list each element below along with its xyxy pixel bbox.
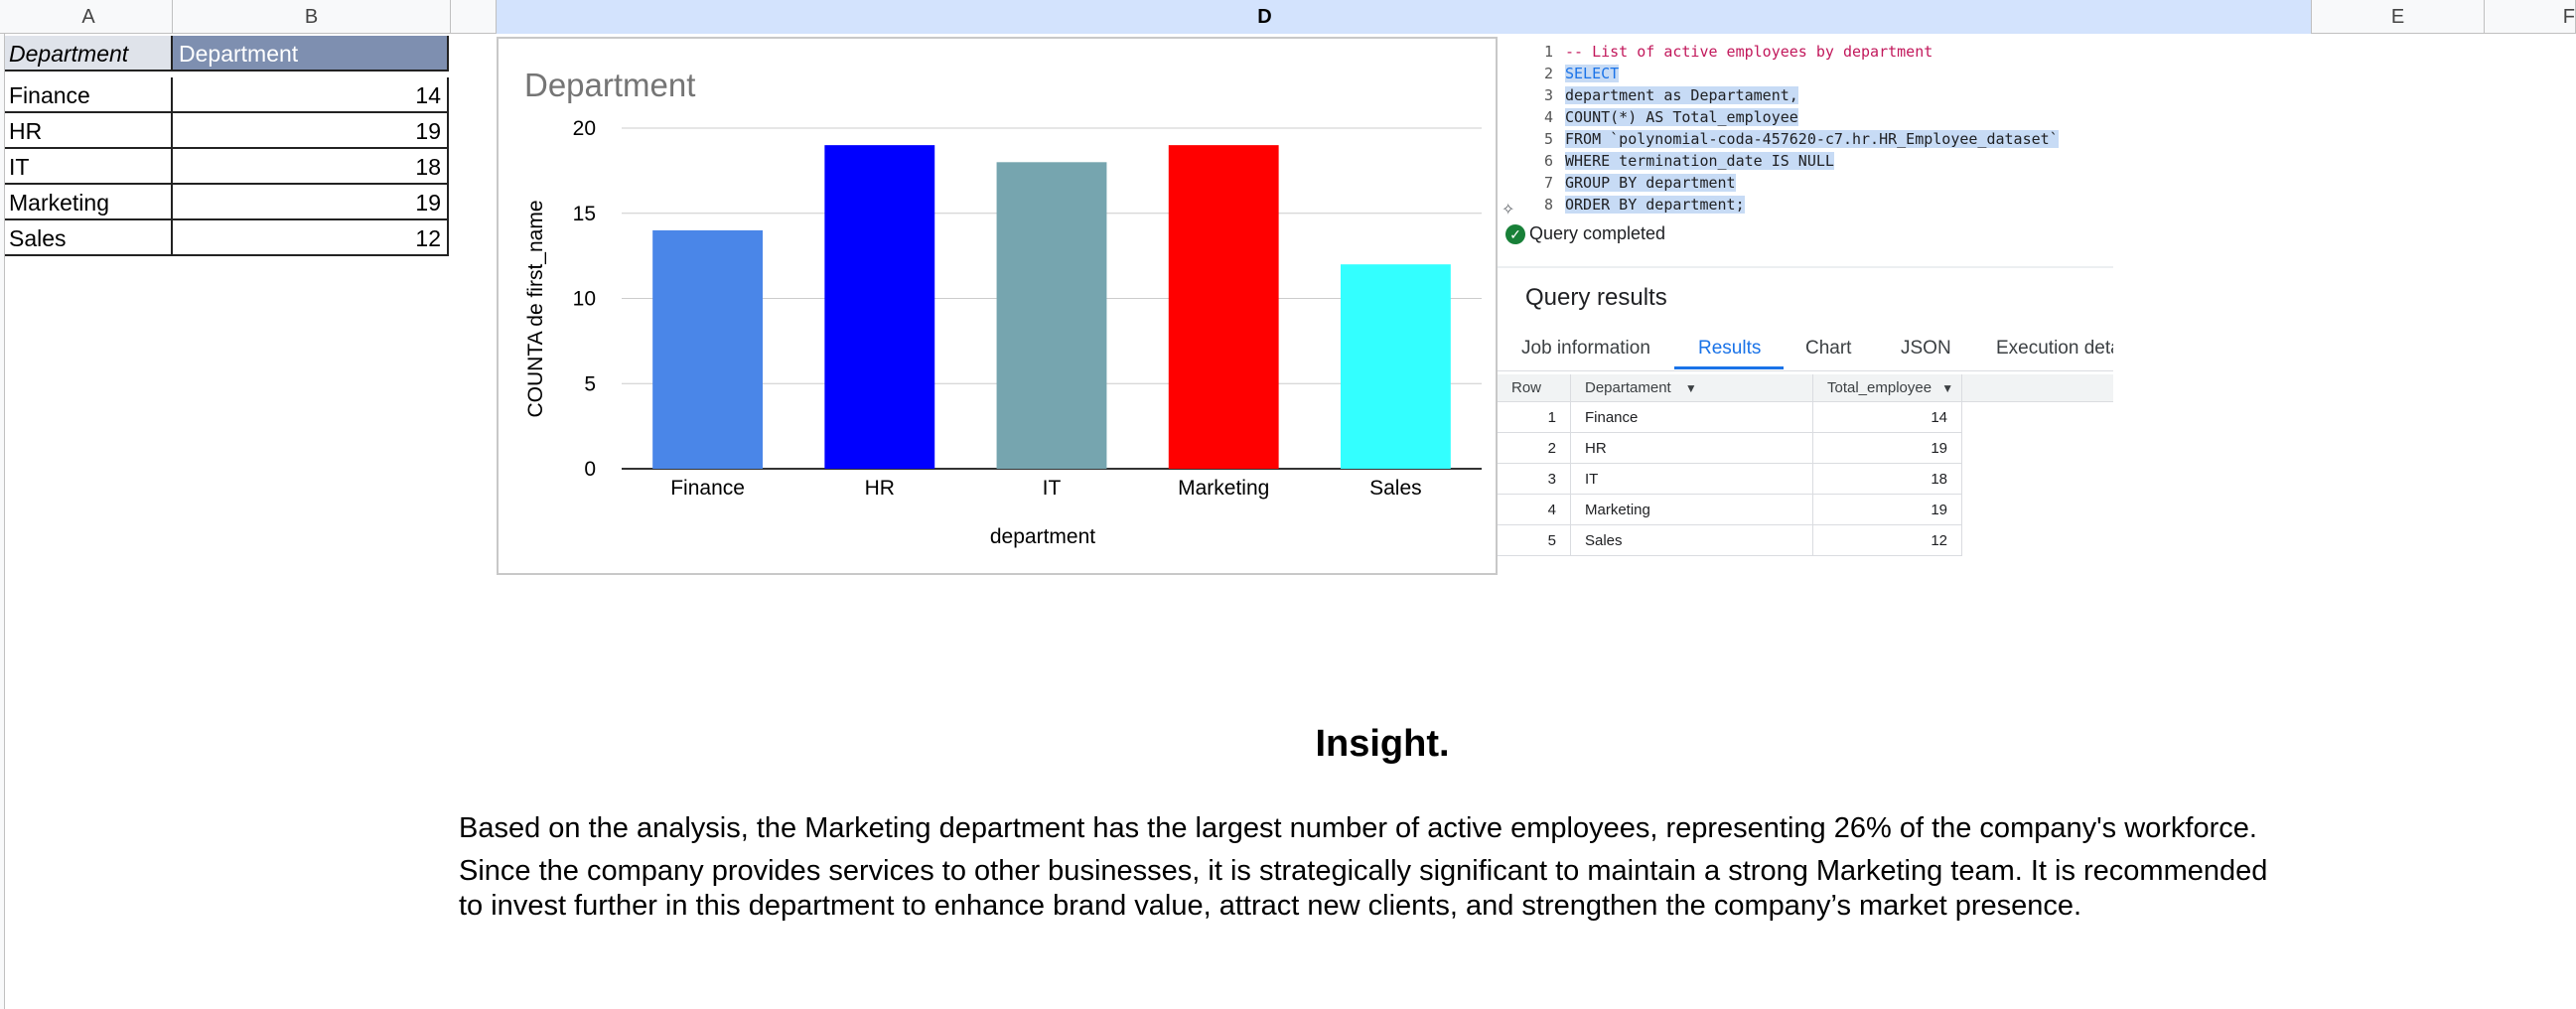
- cell-count[interactable]: 12: [173, 220, 449, 256]
- cell-a1-header[interactable]: Department: [5, 36, 173, 72]
- line-number: 4: [1543, 108, 1553, 126]
- column-header-empty: [1962, 374, 2113, 402]
- chart-y-tick-label: 0: [584, 458, 596, 481]
- query-results-title: Query results: [1525, 284, 1667, 311]
- chart-title: Department: [524, 67, 695, 103]
- tab-results[interactable]: Results: [1698, 338, 1762, 359]
- cell-count[interactable]: 19: [173, 113, 449, 149]
- sql-line[interactable]: COUNT(*) AS Total_employee: [1565, 108, 1798, 126]
- chart-y-tick-label: 10: [573, 288, 596, 311]
- column-header-departament[interactable]: Departament ▼: [1571, 374, 1813, 402]
- chart-x-tick-label: Marketing: [1178, 477, 1269, 500]
- chart-x-tick-label: Sales: [1369, 477, 1422, 500]
- column-header-f[interactable]: F: [2485, 0, 2576, 34]
- chart-y-tick-label: 15: [573, 203, 596, 225]
- line-number: 2: [1543, 65, 1553, 82]
- insight-paragraph-2-line-2: to invest further in this department to …: [459, 890, 2082, 922]
- row-number: 1: [1498, 402, 1571, 433]
- result-cell-dept[interactable]: Sales: [1571, 525, 1813, 556]
- insight-title: Insight.: [1315, 723, 1450, 765]
- divider: [1498, 266, 2113, 268]
- chart-x-tick-label: IT: [1043, 477, 1062, 500]
- row-number: 2: [1498, 433, 1571, 464]
- query-status: Query completed: [1529, 223, 1666, 243]
- cell-count[interactable]: 14: [173, 77, 449, 113]
- sql-editor[interactable]: 1 -- List of active employees by departm…: [1498, 37, 2113, 220]
- row-number: 5: [1498, 525, 1571, 556]
- cell-dept[interactable]: IT: [5, 149, 173, 185]
- tab-execution-details[interactable]: Execution deta: [1996, 338, 2113, 359]
- line-number: 6: [1543, 152, 1553, 170]
- insight-paragraph-2-line-1: Since the company provides services to o…: [459, 855, 2268, 887]
- sql-line[interactable]: ORDER BY department;: [1565, 196, 1745, 214]
- check-circle-icon: ✓: [1505, 224, 1525, 244]
- ai-assist-icon[interactable]: ✧: [1502, 202, 1515, 218]
- tab-json[interactable]: JSON: [1901, 338, 1951, 359]
- column-header-a[interactable]: A: [5, 0, 173, 34]
- result-cell-total[interactable]: 19: [1813, 495, 1962, 525]
- chart-y-tick-label: 20: [573, 117, 596, 140]
- chart-bar-sales[interactable]: [1340, 264, 1451, 469]
- chart-bar-hr[interactable]: [824, 145, 935, 469]
- row-number: 4: [1498, 495, 1571, 525]
- column-header-c[interactable]: [451, 0, 497, 34]
- row-header-gutter: [0, 34, 5, 1009]
- result-cell-dept[interactable]: Marketing: [1571, 495, 1813, 525]
- line-number: 8: [1543, 196, 1553, 214]
- sql-line[interactable]: department as Departament,: [1565, 86, 1798, 104]
- cell-b1-header[interactable]: Department: [173, 36, 449, 72]
- cell-dept[interactable]: Finance: [5, 77, 173, 113]
- chart-bar-finance[interactable]: [652, 229, 764, 469]
- cell-dept[interactable]: Marketing: [5, 185, 173, 220]
- cell-dept[interactable]: Sales: [5, 220, 173, 256]
- column-header-bar: A B D E F: [0, 0, 2576, 34]
- result-cell-dept[interactable]: HR: [1571, 433, 1813, 464]
- bar-chart: Department COUNTA de first_name departme…: [524, 67, 1482, 548]
- sql-line[interactable]: SELECT: [1565, 65, 1620, 82]
- tabs-divider: [1498, 370, 2113, 371]
- column-header-label: Total_employee: [1827, 379, 1932, 396]
- tab-job-information[interactable]: Job information: [1521, 338, 1650, 359]
- chart-y-axis-label: COUNTA de first_name: [524, 200, 547, 417]
- result-cell-total[interactable]: 12: [1813, 525, 1962, 556]
- sql-line[interactable]: GROUP BY department: [1565, 174, 1736, 192]
- result-cell-total[interactable]: 18: [1813, 464, 1962, 495]
- sql-line[interactable]: WHERE termination_date IS NULL: [1565, 152, 1834, 170]
- cell-count[interactable]: 18: [173, 149, 449, 185]
- column-header-e[interactable]: E: [2312, 0, 2485, 34]
- line-number: 7: [1543, 174, 1553, 192]
- line-number: 5: [1543, 130, 1553, 148]
- chart-y-tick-label: 5: [584, 372, 596, 395]
- result-cell-total[interactable]: 14: [1813, 402, 1962, 433]
- line-number: 1: [1543, 43, 1553, 61]
- dropdown-arrow-icon[interactable]: ▼: [1684, 381, 1697, 395]
- chart-bar-it[interactable]: [996, 162, 1107, 470]
- column-header-label: Departament: [1585, 379, 1671, 396]
- tab-chart[interactable]: Chart: [1805, 338, 1852, 359]
- row-number: 3: [1498, 464, 1571, 495]
- column-header-b[interactable]: B: [173, 0, 451, 34]
- column-header-total-employee[interactable]: Total_employee ▼: [1813, 374, 1962, 402]
- column-header-row: Row: [1498, 374, 1571, 402]
- line-number: 3: [1543, 86, 1553, 104]
- active-tab-indicator: [1674, 366, 1784, 369]
- embedded-chart[interactable]: Department COUNTA de first_name departme…: [497, 37, 1498, 575]
- sql-line[interactable]: -- List of active employees by departmen…: [1565, 43, 1933, 61]
- insight-paragraph-1: Based on the analysis, the Marketing dep…: [459, 812, 2257, 844]
- chart-x-axis-label: department: [990, 525, 1095, 548]
- sql-line[interactable]: FROM `polynomial-coda-457620-c7.hr.HR_Em…: [1565, 130, 2059, 148]
- cell-count[interactable]: 19: [173, 185, 449, 220]
- chart-x-tick-label: Finance: [670, 477, 745, 500]
- column-header-d[interactable]: D: [497, 0, 2312, 34]
- cell-dept[interactable]: HR: [5, 113, 173, 149]
- result-cell-dept[interactable]: IT: [1571, 464, 1813, 495]
- dropdown-arrow-icon[interactable]: ▼: [1941, 381, 1954, 395]
- result-cell-dept[interactable]: Finance: [1571, 402, 1813, 433]
- chart-x-tick-label: HR: [865, 477, 895, 500]
- chart-bar-marketing[interactable]: [1168, 145, 1279, 469]
- result-cell-total[interactable]: 19: [1813, 433, 1962, 464]
